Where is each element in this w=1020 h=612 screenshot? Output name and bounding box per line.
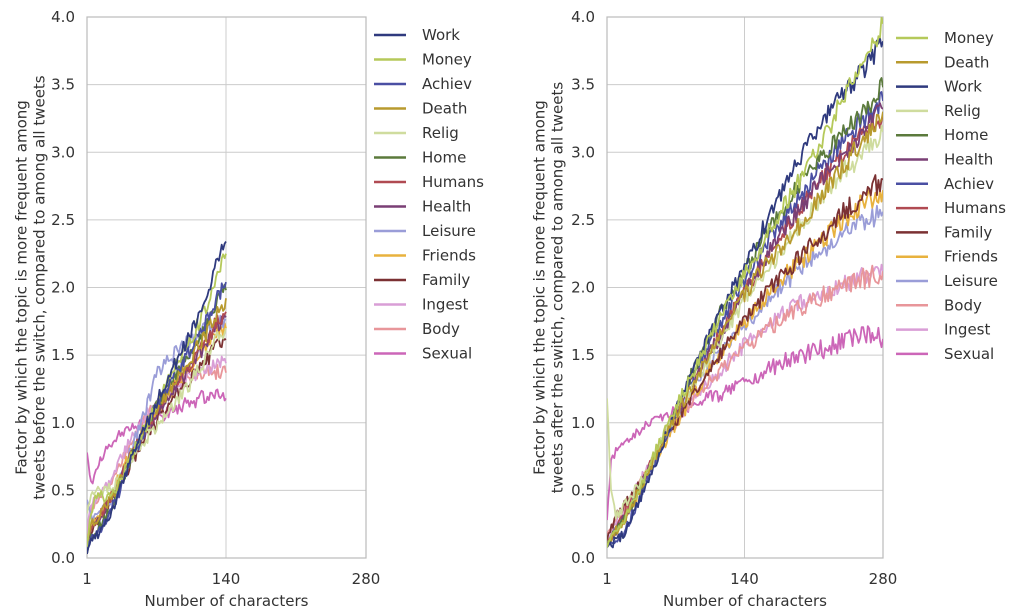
series-line-sexual — [607, 325, 883, 521]
legend-label: Achiev — [944, 175, 994, 193]
plot-frame — [86, 16, 367, 559]
legend: Money Death Work Relig Home Health Achiev Human… — [896, 29, 1006, 363]
legend-label: Friends — [944, 248, 998, 266]
legend-label: Friends — [422, 247, 476, 265]
y-axis-label-line: tweets after the switch, compared to amo… — [549, 82, 567, 494]
series-line-relig — [87, 327, 227, 514]
legend-label: Relig — [944, 102, 981, 120]
x-axis-label: Number of characters — [145, 592, 309, 610]
right-chart-panel: 0.0 0.5 1.0 1.5 2.0 2.5 3.0 3.5 4.0 1 140 280 Number… — [531, 8, 1007, 610]
legend-label: Home — [944, 126, 988, 144]
legend: Work Money Achiev Death Relig Home Humans Healt… — [374, 26, 484, 363]
x-tick-label: 280 — [352, 570, 381, 588]
x-tick-label: 1 — [82, 570, 92, 588]
x-tick-label: 280 — [869, 570, 898, 588]
x-tick-label: 1 — [602, 570, 612, 588]
y-tick-label: 4.0 — [571, 8, 595, 26]
y-tick-label: 1.0 — [51, 414, 75, 432]
y-tick-label: 2.0 — [51, 279, 75, 297]
legend-label: Work — [944, 78, 982, 96]
y-axis-label-line: Factor by which the topic is more freque… — [531, 100, 549, 475]
legend-label: Ingest — [944, 321, 990, 339]
legend-label: Relig — [422, 124, 459, 142]
y-tick-label: 2.0 — [571, 279, 595, 297]
series-line-death — [607, 111, 883, 548]
y-tick-label: 3.0 — [571, 143, 595, 161]
series-line-work — [87, 241, 227, 555]
legend-label: Body — [422, 320, 460, 338]
y-tick-label: 0.5 — [571, 481, 595, 499]
legend-label: Death — [422, 100, 467, 118]
legend-label: Family — [422, 271, 470, 289]
x-tick-label: 140 — [212, 570, 241, 588]
legend-label: Ingest — [422, 296, 468, 314]
legend-label: Death — [944, 53, 989, 71]
y-tick-label: 1.0 — [571, 414, 595, 432]
y-tick-label: 3.5 — [51, 76, 75, 94]
series-lines — [87, 241, 227, 555]
legend-label: Humans — [422, 173, 484, 191]
legend-label: Family — [944, 223, 992, 241]
left-chart-panel: 0.0 0.5 1.0 1.5 2.0 2.5 3.0 3.5 4.0 1 140 280 Number… — [13, 8, 485, 610]
legend-label: Achiev — [422, 75, 472, 93]
y-axis-label-line: Factor by which the topic is more freque… — [13, 100, 31, 475]
y-tick-label: 2.5 — [51, 211, 75, 229]
legend-label: Sexual — [422, 345, 472, 363]
legend-label: Money — [944, 29, 994, 47]
legend-label: Work — [422, 26, 460, 44]
y-tick-label: 2.5 — [571, 211, 595, 229]
legend-label: Money — [422, 51, 472, 69]
series-lines — [607, 17, 883, 549]
y-tick-label: 0.0 — [571, 549, 595, 567]
series-line-money — [607, 17, 883, 548]
y-tick-label: 3.5 — [571, 76, 595, 94]
legend-label: Humans — [944, 199, 1006, 217]
legend-label: Leisure — [944, 272, 998, 290]
legend-label: Health — [944, 151, 993, 169]
y-tick-label: 0.5 — [51, 481, 75, 499]
y-tick-label: 3.0 — [51, 143, 75, 161]
legend-label: Health — [422, 198, 471, 216]
x-tick-label: 140 — [730, 570, 759, 588]
plot-frame — [606, 16, 884, 559]
y-tick-label: 0.0 — [51, 549, 75, 567]
legend-label: Sexual — [944, 345, 994, 363]
y-tick-label: 1.5 — [51, 346, 75, 364]
y-axis-label-line: tweets before the switch, compared to am… — [31, 75, 49, 499]
legend-label: Body — [944, 296, 982, 314]
series-line-death — [87, 298, 227, 548]
legend-label: Home — [422, 149, 466, 167]
y-tick-label: 1.5 — [571, 346, 595, 364]
y-tick-label: 4.0 — [51, 8, 75, 26]
series-line-work — [607, 37, 883, 549]
x-axis-label: Number of characters — [663, 592, 827, 610]
series-line-leisure — [87, 314, 227, 523]
legend-label: Leisure — [422, 222, 476, 240]
